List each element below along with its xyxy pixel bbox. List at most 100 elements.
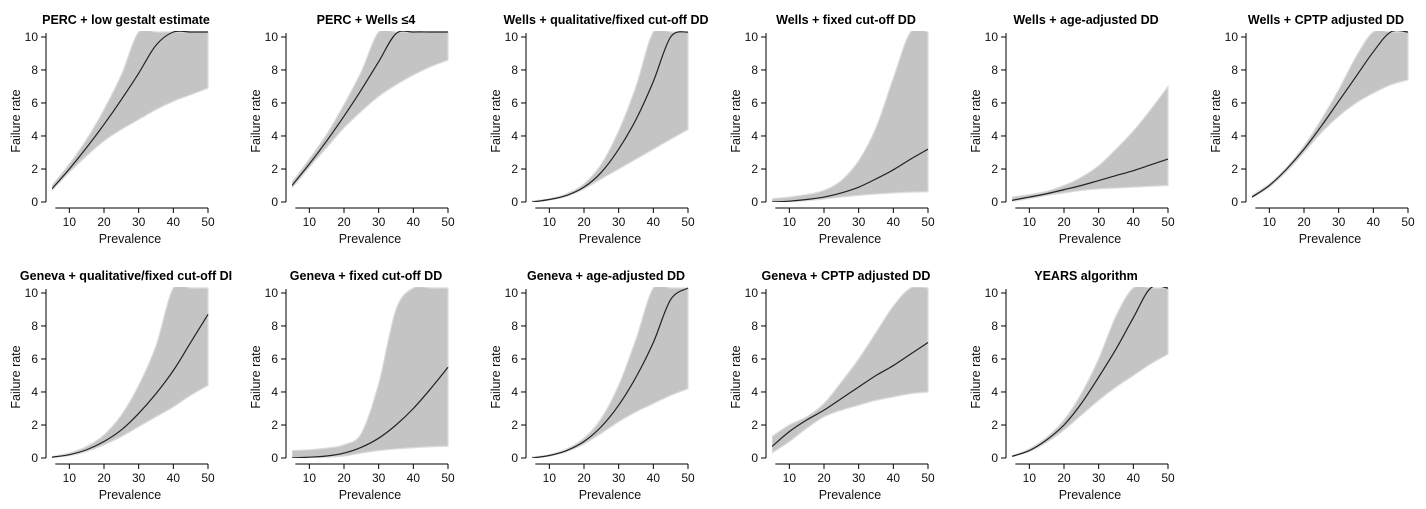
estimate-line (772, 148, 929, 202)
y-tick-label: 2 (31, 162, 38, 176)
x-tick-label: 40 (167, 215, 181, 229)
x-tick-label: 40 (887, 471, 901, 485)
chart-panel-6: Wells + CPTP adjusted DD 10 20 30 40 50 0 2 4 6 8 1… (1209, 13, 1415, 246)
x-tick-label: 20 (97, 471, 111, 485)
confidence-band (772, 287, 929, 454)
y-tick-label: 4 (1231, 129, 1238, 143)
chart-panel-8: Geneva + fixed cut-off DD 10 20 30 40 50 0 2 4 6 8… (249, 269, 455, 502)
x-tick-label: 30 (372, 215, 386, 229)
y-tick-label: 10 (265, 286, 279, 300)
estimate-line (1252, 31, 1409, 198)
x-tick-label: 50 (1401, 215, 1415, 229)
y-axis-label: Failure rate (729, 89, 743, 152)
y-axis-label: Failure rate (489, 345, 503, 408)
y-axis-label: Failure rate (249, 89, 263, 152)
x-tick-label: 30 (1092, 215, 1106, 229)
estimate-line (532, 287, 689, 458)
x-tick-label: 40 (647, 215, 661, 229)
y-axis-label: Failure rate (969, 89, 983, 152)
x-tick-label: 20 (817, 471, 831, 485)
x-tick-label: 50 (921, 215, 935, 229)
x-tick-label: 20 (337, 471, 351, 485)
estimate-line (1012, 287, 1169, 457)
chart-panel-11: YEARS algorithm 10 20 30 40 50 0 2 4 6 8 10 Prevalen… (969, 269, 1175, 502)
y-tick-label: 10 (745, 30, 759, 44)
y-tick-label: 4 (511, 129, 518, 143)
y-tick-label: 0 (31, 451, 38, 465)
x-tick-label: 10 (543, 215, 557, 229)
y-tick-label: 8 (511, 63, 518, 77)
y-tick-label: 6 (511, 352, 518, 366)
x-axis-label: Prevalence (819, 232, 882, 246)
y-tick-label: 8 (31, 63, 38, 77)
x-tick-label: 10 (783, 215, 797, 229)
x-tick-label: 40 (407, 471, 421, 485)
x-tick-label: 20 (337, 215, 351, 229)
x-tick-label: 40 (167, 471, 181, 485)
x-tick-label: 10 (1023, 471, 1037, 485)
y-tick-label: 0 (511, 195, 518, 209)
y-tick-label: 0 (511, 451, 518, 465)
y-axis-label: Failure rate (9, 89, 23, 152)
y-tick-label: 10 (985, 30, 999, 44)
y-tick-label: 0 (751, 195, 758, 209)
x-tick-label: 50 (681, 471, 695, 485)
x-axis-label: Prevalence (579, 232, 642, 246)
y-axis-label: Failure rate (729, 345, 743, 408)
x-tick-label: 30 (372, 471, 386, 485)
y-tick-label: 2 (271, 162, 278, 176)
y-tick-label: 6 (991, 352, 998, 366)
x-tick-label: 10 (63, 471, 77, 485)
x-tick-label: 40 (887, 215, 901, 229)
chart-panel-7: Geneva + qualitative/fixed cut-off DI 10 2… (9, 269, 232, 502)
x-tick-label: 40 (647, 471, 661, 485)
x-tick-label: 50 (201, 215, 215, 229)
y-tick-label: 4 (31, 385, 38, 399)
y-tick-label: 0 (271, 451, 278, 465)
chart-title: PERC + Wells ≤4 (317, 13, 416, 27)
x-tick-label: 10 (63, 215, 77, 229)
y-tick-label: 8 (991, 319, 998, 333)
x-axis-label: Prevalence (99, 232, 162, 246)
x-tick-label: 10 (1023, 215, 1037, 229)
y-tick-label: 10 (25, 30, 39, 44)
estimate-line (772, 341, 929, 447)
chart-title: YEARS algorithm (1034, 269, 1138, 283)
chart-panel-9: Geneva + age-adjusted DD 10 20 30 40 50 0 2 4 6 8 1… (489, 269, 695, 502)
confidence-band (52, 287, 209, 458)
y-tick-label: 2 (751, 162, 758, 176)
y-tick-label: 10 (505, 286, 519, 300)
estimate-line (52, 31, 208, 190)
x-tick-label: 20 (1297, 215, 1311, 229)
y-tick-label: 10 (745, 286, 759, 300)
y-tick-label: 10 (985, 286, 999, 300)
y-tick-label: 6 (751, 352, 758, 366)
y-tick-label: 4 (991, 129, 998, 143)
x-tick-label: 30 (132, 471, 146, 485)
y-tick-label: 4 (751, 385, 758, 399)
confidence-band (292, 287, 449, 458)
y-tick-label: 2 (271, 418, 278, 432)
estimate-line (52, 314, 209, 458)
y-tick-label: 6 (271, 96, 278, 110)
chart-title: Geneva + fixed cut-off DD (290, 269, 442, 283)
x-tick-label: 50 (681, 215, 695, 229)
chart-title: Wells + fixed cut-off DD (776, 13, 916, 27)
y-tick-label: 2 (991, 162, 998, 176)
x-tick-label: 20 (97, 215, 111, 229)
x-tick-label: 50 (1161, 471, 1175, 485)
confidence-band (532, 287, 689, 458)
y-axis-label: Failure rate (249, 345, 263, 408)
y-tick-label: 2 (511, 418, 518, 432)
x-tick-label: 20 (577, 215, 591, 229)
x-tick-label: 40 (407, 215, 421, 229)
x-tick-label: 10 (543, 471, 557, 485)
x-tick-label: 10 (303, 471, 317, 485)
x-tick-label: 50 (201, 471, 215, 485)
y-tick-label: 8 (271, 63, 278, 77)
x-axis-label: Prevalence (579, 488, 642, 502)
confidence-band (1012, 84, 1169, 202)
x-axis-label: Prevalence (1299, 232, 1362, 246)
